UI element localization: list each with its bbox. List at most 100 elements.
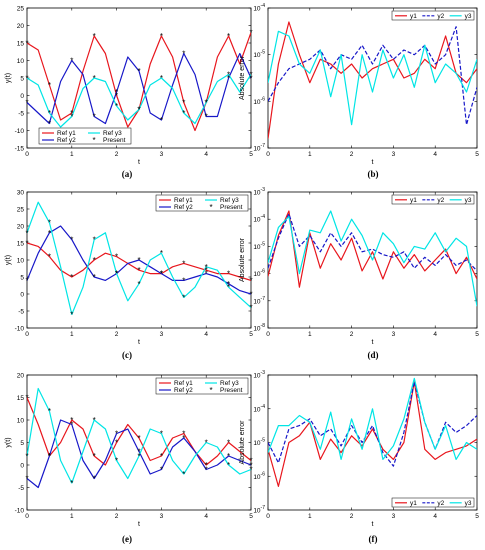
present-marker: * bbox=[249, 276, 252, 285]
present-marker: * bbox=[227, 461, 230, 470]
y-tick-label: -5 bbox=[18, 110, 24, 117]
present-marker: * bbox=[25, 239, 28, 248]
series-line-ref-y2 bbox=[27, 419, 251, 489]
y-tick-label: 5 bbox=[20, 274, 24, 281]
present-marker: * bbox=[115, 430, 118, 439]
series-line-y3 bbox=[268, 30, 477, 126]
present-marker: * bbox=[160, 249, 163, 258]
present-marker: * bbox=[70, 236, 73, 245]
legend-label: y1 bbox=[410, 500, 417, 507]
present-marker: * bbox=[249, 74, 252, 83]
y-axis-label: Absolute error bbox=[239, 237, 246, 282]
present-marker: * bbox=[25, 229, 28, 238]
present-marker: * bbox=[160, 32, 163, 41]
present-marker: * bbox=[227, 74, 230, 83]
present-marker: * bbox=[205, 263, 208, 272]
x-tick-label: 1 bbox=[70, 151, 74, 158]
x-tick-label: 1 bbox=[70, 331, 74, 338]
present-marker: * bbox=[137, 106, 140, 115]
present-marker: * bbox=[137, 452, 140, 461]
x-tick-label: 5 bbox=[249, 331, 253, 338]
present-marker: * bbox=[137, 106, 140, 115]
present-marker: * bbox=[205, 113, 208, 122]
present-marker: * bbox=[70, 273, 73, 282]
y-tick-label: 0 bbox=[20, 462, 24, 469]
present-marker: * bbox=[115, 457, 118, 466]
y-tick-label: 10-4 bbox=[253, 3, 265, 13]
present-marker: * bbox=[227, 452, 230, 461]
legend-label: y1 bbox=[410, 13, 417, 20]
present-marker: * bbox=[227, 32, 230, 41]
legend-label: Ref y1 bbox=[174, 380, 193, 387]
x-tick-label: 5 bbox=[475, 151, 479, 158]
legend-box bbox=[155, 194, 249, 212]
present-marker: * bbox=[182, 99, 185, 108]
x-axis-label: t bbox=[138, 521, 140, 528]
present-marker: * bbox=[93, 416, 96, 425]
x-axis-label: t bbox=[138, 159, 140, 166]
x-tick-label: 3 bbox=[160, 331, 164, 338]
y-tick-label: 0 bbox=[20, 291, 24, 298]
present-marker: * bbox=[93, 113, 96, 122]
legend-label: y2 bbox=[437, 13, 444, 20]
present-marker: * bbox=[137, 266, 140, 275]
legend-label: Ref y2 bbox=[57, 137, 76, 144]
present-marker: * bbox=[249, 461, 252, 470]
present-marker: * bbox=[115, 270, 118, 279]
present-marker: * bbox=[249, 466, 252, 475]
x-tick-label: 1 bbox=[308, 513, 312, 520]
x-tick-label: 0 bbox=[25, 513, 29, 520]
x-tick-label: 5 bbox=[249, 513, 253, 520]
y-tick-label: 10-3 bbox=[253, 187, 265, 197]
present-marker: * bbox=[48, 120, 51, 129]
y-tick-label: 10-5 bbox=[253, 241, 265, 251]
y-tick-label: 10 bbox=[17, 417, 25, 424]
present-marker: * bbox=[182, 259, 185, 268]
present-marker: * bbox=[70, 57, 73, 66]
legend-label: Ref y3 bbox=[103, 130, 122, 137]
series-line-y1 bbox=[268, 381, 477, 487]
legend-label: Ref y3 bbox=[220, 197, 239, 204]
x-tick-label: 4 bbox=[433, 513, 437, 520]
present-marker: * bbox=[160, 74, 163, 83]
y-tick-label: -5 bbox=[18, 308, 24, 315]
series-line-ref-y1 bbox=[27, 242, 251, 281]
present-marker: * bbox=[205, 439, 208, 448]
y-tick-label: 10-7 bbox=[253, 143, 265, 153]
legend-label: y3 bbox=[465, 13, 472, 20]
legend-label: Ref y2 bbox=[174, 204, 193, 211]
present-marker: * bbox=[70, 113, 73, 122]
present-marker: * bbox=[249, 290, 252, 299]
present-marker: * bbox=[115, 270, 118, 279]
present-marker: * bbox=[115, 102, 118, 111]
legend-label: Present bbox=[103, 137, 126, 144]
y-tick-label: 10-4 bbox=[253, 214, 265, 224]
y-tick-label: 10-6 bbox=[253, 471, 265, 481]
legend: y1 y2 y3 bbox=[391, 497, 475, 508]
present-marker: * bbox=[25, 99, 28, 108]
present-marker: * bbox=[160, 466, 163, 475]
present-marker: * bbox=[249, 29, 252, 38]
panel-caption: (c) bbox=[122, 350, 132, 360]
y-tick-label: -15 bbox=[15, 145, 25, 152]
legend-swatch-present: * bbox=[92, 136, 95, 145]
present-marker: * bbox=[137, 67, 140, 76]
series-line-ref-y3 bbox=[27, 387, 251, 484]
x-tick-label: 2 bbox=[115, 513, 119, 520]
present-marker: * bbox=[93, 256, 96, 265]
series-line-y2 bbox=[268, 381, 477, 467]
plot-frame bbox=[267, 374, 478, 511]
x-tick-label: 5 bbox=[475, 513, 479, 520]
present-marker: * bbox=[25, 276, 28, 285]
present-marker: * bbox=[48, 81, 51, 90]
y-tick-label: 10-4 bbox=[253, 404, 265, 414]
legend: y1 y2 y3 bbox=[391, 194, 475, 205]
x-tick-label: 4 bbox=[204, 513, 208, 520]
present-marker: * bbox=[205, 270, 208, 279]
panel-caption: (b) bbox=[368, 169, 379, 179]
legend-label: y2 bbox=[437, 500, 444, 507]
legend-label: y3 bbox=[465, 500, 472, 507]
